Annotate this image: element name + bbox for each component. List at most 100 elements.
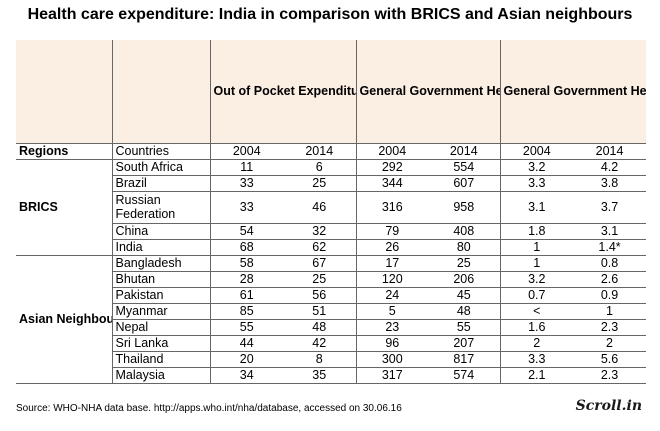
value-cell: 32 [283,223,357,240]
value-cell: 58 [209,255,283,272]
value-cell: 24 [355,287,429,304]
value-cell: 3.7 [573,191,647,224]
value-cell: 207 [428,335,501,352]
value-cell: 817 [428,351,501,368]
table-row: Asian NeighboursBangladesh5867172510.8 [16,255,647,384]
value-cell: 11 [209,159,283,176]
value-cell: 96 [355,335,429,352]
country-cell: Myanmar [111,303,210,320]
value-cell: 62 [283,239,357,256]
value-cell: 120 [355,271,429,288]
value-cell: 1.6 [499,319,574,336]
country-cell: China [111,223,210,240]
value-cell: 68 [209,239,283,256]
value-cell: 0.9 [573,287,647,304]
year-header: 2004 [355,142,429,160]
value-cell: 3.2 [499,271,574,288]
table-row: Nepal 55 48 23 55 1.6 2.3 [16,319,647,336]
value-cell: 54 [209,223,283,240]
value-cell: 300 [355,351,429,368]
header-gghe-gdp: General Government Health Expenditure (G… [499,40,647,143]
value-cell: 45 [428,287,501,304]
value-cell: 80 [428,239,501,256]
page-title: Health care expenditure: India in compar… [27,6,633,23]
value-cell: 3.8 [573,175,647,192]
value-cell: 6 [283,159,357,176]
value-cell: 408 [428,223,501,240]
value-cell: 4.2 [573,159,647,176]
country-cell: South Africa [111,159,210,176]
value-cell: 33 [209,191,283,224]
year-header: 2014 [283,142,357,160]
value-cell: 5 [355,303,429,320]
countries-header: Countries [111,142,210,160]
value-cell: 55 [209,319,283,336]
country-cell: Sri Lanka [111,335,210,352]
value-cell: 3.2 [499,159,574,176]
table-row: BRICS South Africa 11 6 292 554 3.2 4.2 [16,159,647,256]
value-cell: 23 [355,319,429,336]
value-cell: 2.3 [573,319,647,336]
region-label: Asian Neighbours [16,255,112,384]
value-cell: 46 [283,191,357,224]
value-cell: 25 [428,255,501,272]
value-cell: 958 [428,191,501,224]
country-cell: Bangladesh [111,255,210,272]
value-cell: 574 [428,367,501,384]
value-cell: 316 [355,191,429,224]
year-header: 2004 [499,142,574,160]
value-cell: 25 [283,175,357,192]
header-blank-regions [16,40,112,143]
value-cell: < [499,303,574,320]
value-cell: 607 [428,175,501,192]
value-cell: 61 [209,287,283,304]
value-cell: 2 [573,335,647,352]
value-cell: 17 [355,255,429,272]
value-cell: 42 [283,335,357,352]
value-cell: 85 [209,303,283,320]
value-cell: 51 [283,303,357,320]
header-oops: Out of Pocket Expenditure (OOPS) as % of… [209,40,357,143]
country-cell: Nepal [111,319,210,336]
year-header: 2004 [209,142,283,160]
value-cell: 48 [428,303,501,320]
value-cell: 2.3 [573,367,647,384]
value-cell: 1 [573,303,647,320]
scroll-logo: Scroll.in [575,398,642,414]
table-row: Malaysia 34 35 317 574 2.1 2.3 [16,367,647,384]
value-cell: 2 [499,335,574,352]
value-cell: 2.1 [499,367,574,384]
value-cell: 3.3 [499,175,574,192]
value-cell: 33 [209,175,283,192]
source-note: Source: WHO-NHA data base. http://apps.w… [16,403,402,414]
country-cell: Brazil [111,175,210,192]
value-cell: 26 [355,239,429,256]
table-row: Bhutan 28 25 120 206 3.2 2.6 [16,271,647,288]
value-cell: 25 [283,271,357,288]
header-gghe-per-capita: General Government Health Expenditure pe… [355,40,501,143]
value-cell: 3.3 [499,351,574,368]
value-cell: 1 [499,255,574,272]
country-cell: Russian Federation [111,191,210,224]
value-cell: 3.1 [499,191,574,224]
value-cell: 8 [283,351,357,368]
value-cell: 206 [428,271,501,288]
table-row: China 54 32 79 408 1.8 3.1 [16,223,647,240]
table-row: Russian Federation 33 46 316 958 3.1 3.7 [16,191,647,224]
value-cell: 554 [428,159,501,176]
country-cell: Thailand [111,351,210,368]
value-cell: 48 [283,319,357,336]
value-cell: 1.8 [499,223,574,240]
country-cell: India [111,239,210,256]
value-cell: 292 [355,159,429,176]
table-row: Pakistan 61 56 24 45 0.7 0.9 [16,287,647,304]
value-cell: 317 [355,367,429,384]
country-cell: Malaysia [111,367,210,384]
value-cell: 1 [499,239,574,256]
year-header: 2014 [573,142,647,160]
region-label: BRICS [16,159,112,256]
value-cell: 55 [428,319,501,336]
value-cell: 344 [355,175,429,192]
header-blank-countries [111,40,210,143]
value-cell: 35 [283,367,357,384]
